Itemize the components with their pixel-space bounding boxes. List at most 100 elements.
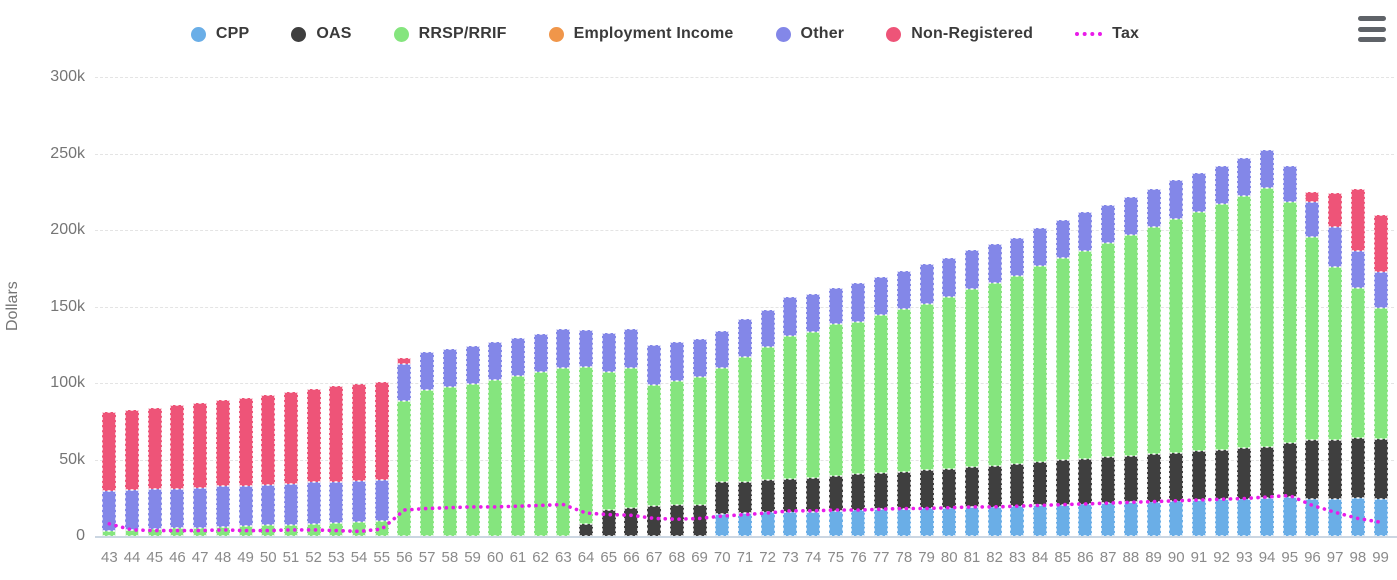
segment-rrsp-rrif[interactable] [1237, 196, 1252, 449]
segment-rrsp-rrif[interactable] [147, 529, 162, 536]
segment-other[interactable] [1078, 212, 1093, 252]
legend-item-non-registered[interactable]: Non-Registered [886, 25, 1033, 43]
bar-age-76[interactable] [851, 282, 866, 536]
segment-non-registered[interactable] [352, 383, 367, 481]
segment-cpp[interactable] [1078, 503, 1093, 536]
segment-rrsp-rrif[interactable] [806, 331, 821, 478]
segment-oas[interactable] [851, 474, 866, 510]
segment-non-registered[interactable] [329, 386, 344, 482]
segment-rrsp-rrif[interactable] [919, 304, 934, 471]
bar-age-88[interactable] [1123, 197, 1138, 536]
segment-cpp[interactable] [942, 507, 957, 536]
bar-age-72[interactable] [760, 309, 775, 536]
segment-rrsp-rrif[interactable] [874, 314, 889, 473]
segment-other[interactable] [147, 489, 162, 530]
bar-age-52[interactable] [306, 389, 321, 536]
segment-non-registered[interactable] [397, 357, 412, 364]
segment-rrsp-rrif[interactable] [783, 335, 798, 479]
segment-rrsp-rrif[interactable] [283, 524, 298, 536]
segment-rrsp-rrif[interactable] [442, 386, 457, 536]
segment-cpp[interactable] [806, 511, 821, 536]
bar-age-71[interactable] [737, 318, 752, 536]
bar-age-67[interactable] [647, 344, 662, 536]
bar-age-45[interactable] [147, 407, 162, 536]
segment-rrsp-rrif[interactable] [942, 296, 957, 469]
segment-other[interactable] [874, 277, 889, 315]
segment-other[interactable] [601, 333, 616, 372]
segment-oas[interactable] [1146, 454, 1161, 502]
segment-rrsp-rrif[interactable] [737, 357, 752, 482]
segment-cpp[interactable] [1033, 505, 1048, 536]
segment-rrsp-rrif[interactable] [170, 528, 185, 536]
segment-non-registered[interactable] [261, 395, 276, 485]
segment-cpp[interactable] [760, 512, 775, 536]
segment-other[interactable] [919, 264, 934, 305]
segment-rrsp-rrif[interactable] [533, 372, 548, 536]
segment-other[interactable] [1191, 173, 1206, 212]
segment-cpp[interactable] [828, 510, 843, 536]
segment-other[interactable] [352, 480, 367, 523]
bar-age-56[interactable] [397, 357, 412, 536]
segment-other[interactable] [987, 243, 1002, 283]
segment-oas[interactable] [737, 481, 752, 514]
segment-cpp[interactable] [1010, 506, 1025, 536]
segment-rrsp-rrif[interactable] [1191, 211, 1206, 452]
segment-rrsp-rrif[interactable] [1214, 204, 1229, 450]
legend-item-other[interactable]: Other [775, 25, 845, 43]
segment-cpp[interactable] [1055, 504, 1070, 536]
segment-oas[interactable] [806, 477, 821, 512]
bar-age-59[interactable] [465, 346, 480, 536]
segment-other[interactable] [193, 487, 208, 528]
segment-rrsp-rrif[interactable] [624, 368, 639, 508]
bar-age-95[interactable] [1282, 165, 1297, 536]
segment-rrsp-rrif[interactable] [352, 522, 367, 536]
segment-non-registered[interactable] [215, 399, 230, 487]
bar-age-49[interactable] [238, 397, 253, 536]
segment-other[interactable] [420, 352, 435, 390]
segment-rrsp-rrif[interactable] [1055, 258, 1070, 461]
segment-cpp[interactable] [1146, 501, 1161, 536]
segment-rrsp-rrif[interactable] [420, 389, 435, 536]
segment-oas[interactable] [987, 465, 1002, 507]
segment-non-registered[interactable] [193, 402, 208, 488]
segment-other[interactable] [1328, 226, 1343, 267]
segment-other[interactable] [1373, 272, 1388, 309]
bar-age-60[interactable] [488, 341, 503, 536]
legend-item-tax[interactable]: Tax [1075, 25, 1139, 43]
segment-oas[interactable] [692, 504, 707, 536]
segment-oas[interactable] [647, 506, 662, 536]
segment-other[interactable] [238, 485, 253, 527]
bar-age-54[interactable] [352, 383, 367, 536]
segment-oas[interactable] [760, 480, 775, 513]
segment-rrsp-rrif[interactable] [647, 385, 662, 507]
segment-other[interactable] [1123, 197, 1138, 236]
segment-other[interactable] [692, 338, 707, 377]
segment-oas[interactable] [1169, 452, 1184, 501]
segment-rrsp-rrif[interactable] [1328, 266, 1343, 440]
segment-other[interactable] [1214, 165, 1229, 204]
segment-rrsp-rrif[interactable] [306, 523, 321, 536]
segment-rrsp-rrif[interactable] [1010, 275, 1025, 465]
segment-oas[interactable] [1260, 446, 1275, 498]
bar-age-63[interactable] [556, 329, 571, 536]
segment-oas[interactable] [783, 478, 798, 512]
segment-cpp[interactable] [1373, 498, 1388, 536]
segment-other[interactable] [125, 490, 140, 530]
bar-age-73[interactable] [783, 297, 798, 536]
bar-age-68[interactable] [669, 342, 684, 536]
segment-other[interactable] [283, 484, 298, 525]
segment-cpp[interactable] [896, 509, 911, 536]
segment-other[interactable] [215, 486, 230, 527]
segment-oas[interactable] [1282, 442, 1297, 497]
segment-oas[interactable] [1123, 455, 1138, 503]
segment-other[interactable] [783, 297, 798, 336]
bar-age-84[interactable] [1033, 227, 1048, 536]
segment-other[interactable] [715, 331, 730, 369]
segment-cpp[interactable] [1282, 497, 1297, 536]
bar-age-97[interactable] [1328, 192, 1343, 536]
segment-oas[interactable] [1191, 451, 1206, 501]
segment-rrsp-rrif[interactable] [987, 282, 1002, 466]
bar-age-74[interactable] [806, 294, 821, 536]
segment-rrsp-rrif[interactable] [760, 347, 775, 481]
segment-non-registered[interactable] [306, 389, 321, 483]
